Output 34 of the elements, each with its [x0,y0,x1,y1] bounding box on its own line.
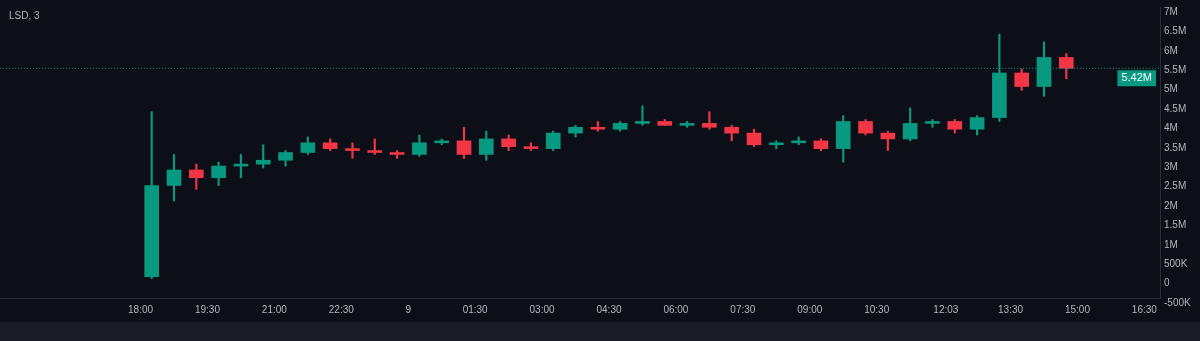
y-tick-label: 0 [1164,277,1170,289]
x-tick-label: 09:00 [797,303,823,315]
y-tick-label: 2.5M [1164,180,1187,192]
y-tick-label: 1.5M [1164,219,1187,231]
x-tick-label: 19:30 [194,303,221,315]
y-tick-label: 6M [1164,44,1178,56]
x-tick-label: 04:30 [596,303,622,315]
y-tick-label: 500K [1164,257,1188,269]
x-tick-label: 22:30 [328,303,355,315]
y-tick-label: 7M [1164,5,1178,17]
y-tick-label: 3.5M [1164,141,1187,153]
x-tick-label: 21:00 [261,303,288,315]
x-tick-label: 9 [405,303,412,315]
y-tick-label: 4.5M [1164,102,1187,114]
x-tick-label: 18:00 [128,303,154,315]
y-tick-label: 5.5M [1164,63,1187,75]
y-tick-label: 6.5M [1164,25,1187,37]
x-tick-label: 15:00 [1064,303,1091,315]
x-tick-label: 01:30 [462,303,489,315]
y-tick-label: -500K [1164,296,1192,308]
y-tick-label: 4M [1164,122,1178,134]
y-tick-label: 5M [1164,83,1178,95]
y-tick-label: 3M [1164,160,1178,172]
x-tick-label: 03:00 [529,303,556,315]
x-tick-label: 13:30 [998,303,1024,315]
chart-title: LSD, 3 [9,10,40,21]
y-tick-label: 1M [1164,238,1178,250]
x-tick-label: 16:30 [1131,303,1158,315]
y-tick-label: 2M [1164,199,1178,211]
x-tick-label: 10:30 [864,303,890,315]
x-tick-label: 06:00 [663,303,689,315]
x-tick-label: 07:30 [730,303,756,315]
ref-line-label: 5.42M [1121,71,1153,84]
x-tick-label: 12:03 [933,303,959,315]
